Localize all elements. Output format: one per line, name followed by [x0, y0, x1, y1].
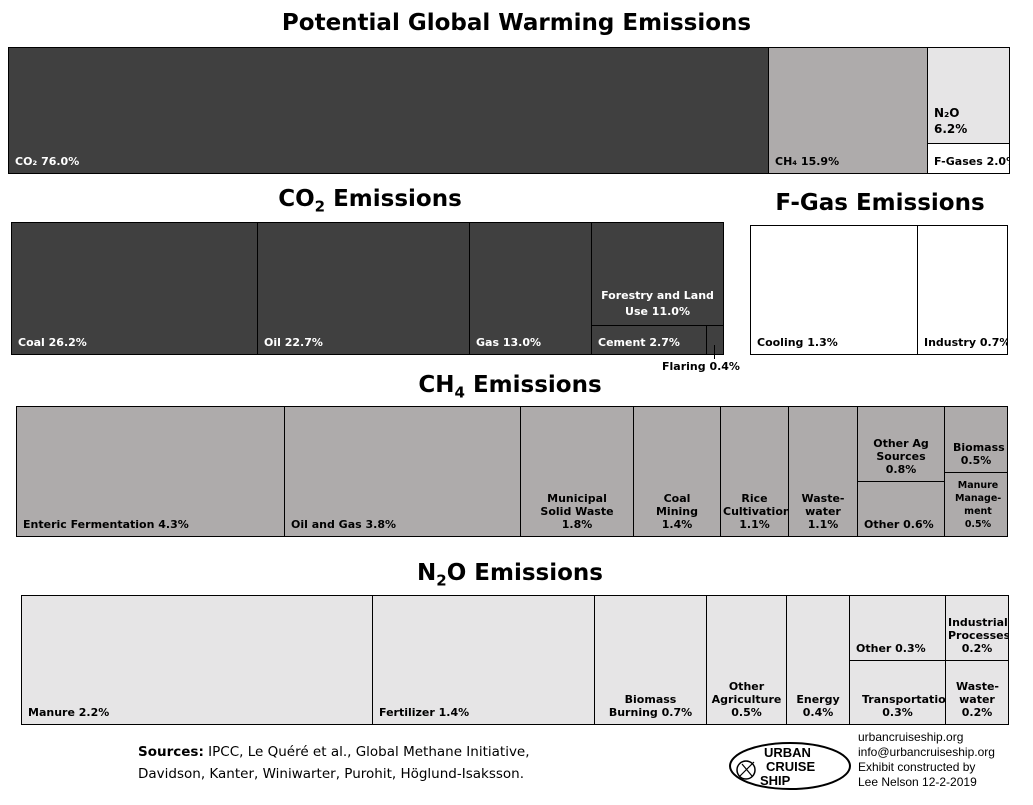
tile-label: Manure Manage- ment 0.5%	[955, 480, 1002, 530]
tile-cooling: Cooling 1.3%	[750, 225, 918, 355]
tile-energy: Energy 0.4%	[786, 595, 850, 725]
tile-label: Coal 26.2%	[18, 336, 87, 349]
tile-oil-gas: Oil and Gas 3.8%	[284, 406, 521, 537]
tile-label: Oil and Gas 3.8%	[291, 518, 397, 531]
email-link[interactable]: info@urbancruiseship.org	[858, 745, 995, 759]
tile-biomass: Biomass 0.5%	[944, 406, 1008, 473]
tile-label: Other 0.3%	[856, 642, 926, 655]
tile-coal: Coal 26.2%	[11, 222, 258, 355]
tile-forestry: Forestry and Land Use 11.0%	[591, 222, 724, 326]
tile-other-agriculture: Other Agriculture 0.5%	[706, 595, 787, 725]
contact-info: urbancruiseship.org info@urbancruiseship…	[858, 730, 995, 790]
tile-other: Other 0.6%	[857, 481, 945, 537]
svg-text:URBAN: URBAN	[764, 745, 811, 760]
tile-label: Waste- water 0.2%	[956, 680, 999, 719]
tile-fertilizer: Fertilizer 1.4%	[372, 595, 595, 725]
tile-label: Oil 22.7%	[264, 336, 323, 349]
tile-n2o-other: Other 0.3%	[849, 595, 946, 661]
tile-label: Biomass Burning 0.7%	[608, 693, 693, 719]
tile-label: Forestry and Land Use 11.0%	[601, 289, 714, 318]
ch4-title: CH4 Emissions	[418, 372, 602, 402]
tile-fgases: F-Gases 2.0%	[927, 143, 1010, 174]
tile-gas: Gas 13.0%	[469, 222, 592, 355]
tile-enteric: Enteric Fermentation 4.3%	[16, 406, 285, 537]
credit-date: Lee Nelson 12-2-2019	[858, 775, 977, 789]
tile-label: Waste- water 1.1%	[801, 492, 845, 531]
tile-other-ag: Other Ag Sources 0.8%	[857, 406, 945, 482]
tile-label: Cooling 1.3%	[757, 336, 838, 349]
tile-label: CO₂ 76.0%	[15, 155, 80, 168]
tile-label: CH₄ 15.9%	[775, 155, 840, 168]
tile-ch4: CH₄ 15.9%	[768, 47, 928, 174]
tile-flaring	[706, 325, 724, 355]
tile-oil: Oil 22.7%	[257, 222, 470, 355]
tile-manure: Manure 2.2%	[21, 595, 373, 725]
tile-label: Gas 13.0%	[476, 336, 541, 349]
website-link[interactable]: urbancruiseship.org	[858, 730, 964, 744]
tile-coal-mining: Coal Mining 1.4%	[633, 406, 721, 537]
tile-label: Industrial Processes 0.2%	[948, 616, 1009, 655]
tile-label: Municipal Solid Waste 1.8%	[540, 492, 614, 531]
tile-label: Coal Mining 1.4%	[655, 492, 699, 531]
tile-wastewater: Waste- water 1.1%	[788, 406, 858, 537]
tile-label: Other Ag Sources 0.8%	[873, 437, 929, 476]
tile-label: Industry 0.7%	[924, 336, 1008, 349]
co2-title: CO2 Emissions	[278, 186, 462, 216]
sources-note: Sources: IPCC, Le Quéré et al., Global M…	[138, 744, 530, 782]
main-title: Potential Global Warming Emissions	[281, 10, 752, 36]
tile-label: Cement 2.7%	[598, 336, 680, 349]
tile-n2o-wastewater: Waste- water 0.2%	[945, 660, 1009, 725]
tile-industrial: Industrial Processes 0.2%	[945, 595, 1009, 661]
credit-line: Exhibit constructed by	[858, 760, 976, 774]
tile-label: Manure 2.2%	[28, 706, 110, 719]
flaring-leader-line	[714, 345, 715, 359]
urban-cruise-ship-logo: URBAN CRUISE SHIP	[729, 742, 851, 790]
tile-manure-mgmt: Manure Manage- ment 0.5%	[944, 472, 1008, 537]
tile-label: N₂O 6.2%	[934, 106, 968, 136]
svg-text:CRUISE: CRUISE	[766, 759, 815, 774]
tile-label: Transportation 0.3%	[862, 693, 946, 719]
tile-transportation: Transportation 0.3%	[849, 660, 946, 725]
tile-rice: Rice Cultivation 1.1%	[720, 406, 789, 537]
tile-cement: Cement 2.7%	[591, 325, 707, 355]
tile-label: Energy 0.4%	[796, 693, 840, 719]
flaring-label: Flaring 0.4%	[662, 360, 740, 373]
tile-label: Other Agriculture 0.5%	[711, 680, 782, 719]
tile-label: Other 0.6%	[864, 518, 934, 531]
tile-biomass-burning: Biomass Burning 0.7%	[594, 595, 707, 725]
tile-label: Biomass 0.5%	[953, 441, 1005, 467]
fgas-title: F-Gas Emissions	[775, 190, 985, 216]
tile-co2: CO₂ 76.0%	[8, 47, 769, 174]
tile-label: F-Gases 2.0%	[934, 155, 1010, 168]
svg-text:SHIP: SHIP	[760, 773, 791, 788]
tile-msw: Municipal Solid Waste 1.8%	[520, 406, 634, 537]
tile-n2o: N₂O 6.2%	[927, 47, 1010, 144]
tile-label: Rice Cultivation 1.1%	[723, 492, 789, 531]
tile-label: Enteric Fermentation 4.3%	[23, 518, 189, 531]
tile-industry: Industry 0.7%	[917, 225, 1008, 355]
tile-label: Fertilizer 1.4%	[379, 706, 470, 719]
n2o-title: N2O Emissions	[417, 560, 603, 590]
